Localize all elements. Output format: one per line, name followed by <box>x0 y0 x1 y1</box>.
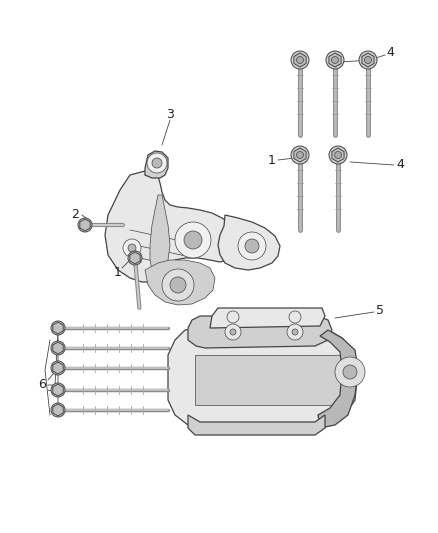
Circle shape <box>51 383 65 397</box>
Polygon shape <box>218 215 280 270</box>
Circle shape <box>359 51 377 69</box>
Text: 4: 4 <box>396 158 404 172</box>
Polygon shape <box>80 219 90 231</box>
Polygon shape <box>294 148 306 162</box>
Polygon shape <box>53 362 63 374</box>
Text: 3: 3 <box>166 109 174 122</box>
Polygon shape <box>294 53 306 67</box>
Circle shape <box>289 311 301 323</box>
Polygon shape <box>362 53 374 67</box>
Circle shape <box>225 324 241 340</box>
Text: 4: 4 <box>386 45 394 59</box>
Circle shape <box>364 56 371 63</box>
Polygon shape <box>168 328 358 430</box>
Polygon shape <box>195 355 345 405</box>
Circle shape <box>332 56 339 63</box>
Circle shape <box>297 151 304 158</box>
Circle shape <box>287 324 303 340</box>
Polygon shape <box>53 342 63 354</box>
Circle shape <box>51 361 65 375</box>
Text: 1: 1 <box>114 265 122 279</box>
Circle shape <box>128 251 142 265</box>
Text: 6: 6 <box>38 378 46 392</box>
Circle shape <box>291 51 309 69</box>
Polygon shape <box>150 195 170 272</box>
Text: 2: 2 <box>71 208 79 222</box>
Circle shape <box>123 239 141 257</box>
Circle shape <box>227 311 239 323</box>
Circle shape <box>175 222 211 258</box>
Polygon shape <box>130 252 140 264</box>
Circle shape <box>51 403 65 417</box>
Polygon shape <box>329 53 341 67</box>
Circle shape <box>147 153 167 173</box>
Polygon shape <box>53 404 63 416</box>
Circle shape <box>335 357 365 387</box>
Circle shape <box>170 277 186 293</box>
Polygon shape <box>210 308 325 328</box>
Circle shape <box>184 231 202 249</box>
Circle shape <box>230 329 236 335</box>
Text: 1: 1 <box>268 154 276 166</box>
Polygon shape <box>145 260 215 305</box>
Circle shape <box>51 341 65 355</box>
Circle shape <box>152 158 162 168</box>
Polygon shape <box>188 316 332 348</box>
Circle shape <box>162 269 194 301</box>
Circle shape <box>51 321 65 335</box>
Polygon shape <box>188 415 325 435</box>
Circle shape <box>326 51 344 69</box>
Circle shape <box>78 218 92 232</box>
Circle shape <box>329 146 347 164</box>
Circle shape <box>291 146 309 164</box>
Circle shape <box>245 239 259 253</box>
Polygon shape <box>53 384 63 396</box>
Circle shape <box>335 151 342 158</box>
Circle shape <box>238 232 266 260</box>
Polygon shape <box>53 322 63 334</box>
Polygon shape <box>105 171 240 282</box>
Text: 5: 5 <box>376 303 384 317</box>
Polygon shape <box>332 148 344 162</box>
Circle shape <box>128 244 136 252</box>
Circle shape <box>297 56 304 63</box>
Polygon shape <box>318 330 358 428</box>
Circle shape <box>343 365 357 379</box>
Circle shape <box>292 329 298 335</box>
Polygon shape <box>145 151 168 178</box>
